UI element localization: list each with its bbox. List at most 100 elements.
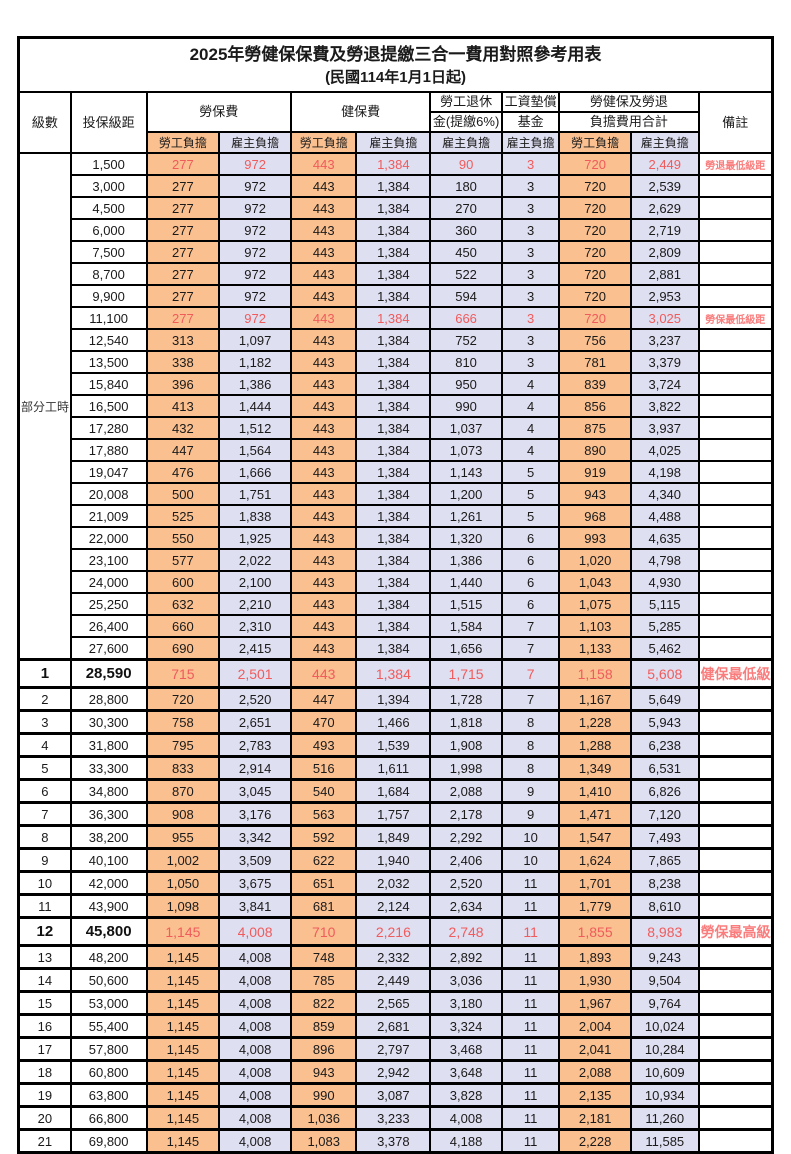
- cell-remark: [697, 1082, 774, 1108]
- col-header-total-line1: 勞健保及勞退: [558, 91, 700, 113]
- cell-fund: 3: [500, 196, 561, 220]
- cell-bracket: 48,200: [69, 944, 148, 970]
- cell-bracket: 36,300: [69, 801, 148, 827]
- cell-labor-er: 1,666: [218, 460, 292, 484]
- cell-bracket: 16,500: [69, 394, 148, 418]
- cell-total-er: 10,934: [629, 1082, 700, 1108]
- cell-level: 16: [17, 1013, 72, 1039]
- cell-health-emp: 592: [289, 824, 358, 850]
- cell-pension: 270: [429, 196, 503, 220]
- cell-health-emp: 443: [289, 482, 358, 506]
- cell-remark: [697, 1105, 774, 1131]
- table-row: 22,000 550 1,925 443 1,384 1,320 6 993 4,635: [19, 526, 774, 550]
- cell-fund: 6: [500, 570, 561, 594]
- cell-level: 4: [17, 732, 72, 758]
- cell-total-emp: 781: [558, 350, 632, 374]
- cell-pension: 4,188: [429, 1128, 503, 1154]
- cell-health-emp: 443: [289, 416, 358, 440]
- cell-pension: 990: [429, 394, 503, 418]
- cell-labor-emp: 277: [145, 262, 221, 286]
- cell-pension: 1,998: [429, 755, 503, 781]
- cell-health-emp: 443: [289, 240, 358, 264]
- cell-labor-er: 4,008: [218, 990, 292, 1016]
- table-row: 26,400 660 2,310 443 1,384 1,584 7 1,103 5,285: [19, 614, 774, 638]
- cell-pension: 810: [429, 350, 503, 374]
- cell-remark: [697, 755, 774, 781]
- cell-fund: 6: [500, 548, 561, 572]
- page-subtitle: (民國114年1月1日起): [325, 69, 466, 86]
- cell-fund: 11: [500, 1036, 561, 1062]
- cell-pension: 594: [429, 284, 503, 308]
- table-row: 3,000 277 972 443 1,384 180 3 720 2,539: [19, 174, 774, 198]
- table-row: 3 30,300 758 2,651 470 1,466 1,818 8 1,228 5,943: [17, 709, 774, 735]
- cell-total-emp: 943: [558, 482, 632, 506]
- cell-health-er: 1,384: [355, 526, 432, 550]
- cell-fund: 3: [500, 350, 561, 374]
- table-row: 12,540 313 1,097 443 1,384 752 3 756 3,237: [19, 328, 774, 352]
- cell-remark: 健保最低級距: [697, 658, 774, 689]
- cell-total-emp: 1,779: [558, 893, 632, 919]
- cell-pension: 3,324: [429, 1013, 503, 1039]
- cell-remark: [697, 1128, 774, 1154]
- cell-fund: 5: [500, 482, 561, 506]
- cell-total-emp: 2,041: [558, 1036, 632, 1062]
- cell-fund: 7: [500, 658, 561, 689]
- col-header-remark: 備註: [697, 91, 774, 154]
- table-row: 12 45,800 1,145 4,008 710 2,216 2,748 11 1,855 8,…: [17, 916, 774, 947]
- cell-labor-er: 3,509: [218, 847, 292, 873]
- cell-fund: 4: [500, 438, 561, 462]
- cell-total-emp: 919: [558, 460, 632, 484]
- cell-pension: 2,292: [429, 824, 503, 850]
- cell-labor-er: 1,564: [218, 438, 292, 462]
- cell-remark: [697, 1059, 774, 1085]
- cell-labor-er: 4,008: [218, 1013, 292, 1039]
- cell-bracket: 12,540: [69, 328, 148, 352]
- cell-health-emp: 710: [289, 916, 358, 947]
- cell-fund: 11: [500, 1013, 561, 1039]
- cell-health-emp: 443: [289, 394, 358, 418]
- cell-bracket: 50,600: [69, 967, 148, 993]
- table-row: 13,500 338 1,182 443 1,384 810 3 781 3,379: [19, 350, 774, 374]
- cell-bracket: 17,280: [69, 416, 148, 440]
- col-header-labor-insurance: 勞保費: [145, 91, 292, 133]
- table-row: 2 28,800 720 2,520 447 1,394 1,728 7 1,167 5,649: [17, 686, 774, 712]
- cell-labor-er: 972: [218, 218, 292, 242]
- cell-labor-emp: 447: [145, 438, 221, 462]
- cell-pension: 3,180: [429, 990, 503, 1016]
- cell-remark: [697, 944, 774, 970]
- cell-fund: 11: [500, 944, 561, 970]
- cell-health-emp: 443: [289, 614, 358, 638]
- cell-labor-er: 4,008: [218, 1059, 292, 1085]
- cell-total-er: 3,822: [629, 394, 700, 418]
- cell-labor-emp: 525: [145, 504, 221, 528]
- cell-labor-er: 1,386: [218, 372, 292, 396]
- cell-bracket: 4,500: [69, 196, 148, 220]
- cell-bracket: 60,800: [69, 1059, 148, 1085]
- cell-total-emp: 1,967: [558, 990, 632, 1016]
- cell-total-emp: 1,471: [558, 801, 632, 827]
- page-title: 2025年勞健保保費及勞退提繳三合一費用對照參考用表: [189, 45, 602, 64]
- cell-total-er: 5,285: [629, 614, 700, 638]
- cell-health-emp: 443: [289, 174, 358, 198]
- cell-total-er: 4,930: [629, 570, 700, 594]
- cell-total-er: 10,609: [629, 1059, 700, 1085]
- cell-fund: 11: [500, 990, 561, 1016]
- cell-total-emp: 1,158: [558, 658, 632, 689]
- table-row: 8 38,200 955 3,342 592 1,849 2,292 10 1,547 7,493: [17, 824, 774, 850]
- cell-bracket: 43,900: [69, 893, 148, 919]
- cell-total-er: 2,539: [629, 174, 700, 198]
- cell-total-emp: 720: [558, 284, 632, 308]
- cell-labor-er: 3,045: [218, 778, 292, 804]
- cell-health-er: 3,233: [355, 1105, 432, 1131]
- table-row: 24,000 600 2,100 443 1,384 1,440 6 1,043 4,930: [19, 570, 774, 594]
- cell-remark: [697, 284, 774, 308]
- table-row: 21 69,800 1,145 4,008 1,083 3,378 4,188 11 2,228…: [17, 1128, 774, 1154]
- cell-total-er: 4,635: [629, 526, 700, 550]
- cell-pension: 1,386: [429, 548, 503, 572]
- cell-labor-emp: 715: [145, 658, 221, 689]
- cell-fund: 5: [500, 504, 561, 528]
- cell-bracket: 42,000: [69, 870, 148, 896]
- cell-total-emp: 993: [558, 526, 632, 550]
- cell-health-emp: 443: [289, 262, 358, 286]
- cell-pension: 2,088: [429, 778, 503, 804]
